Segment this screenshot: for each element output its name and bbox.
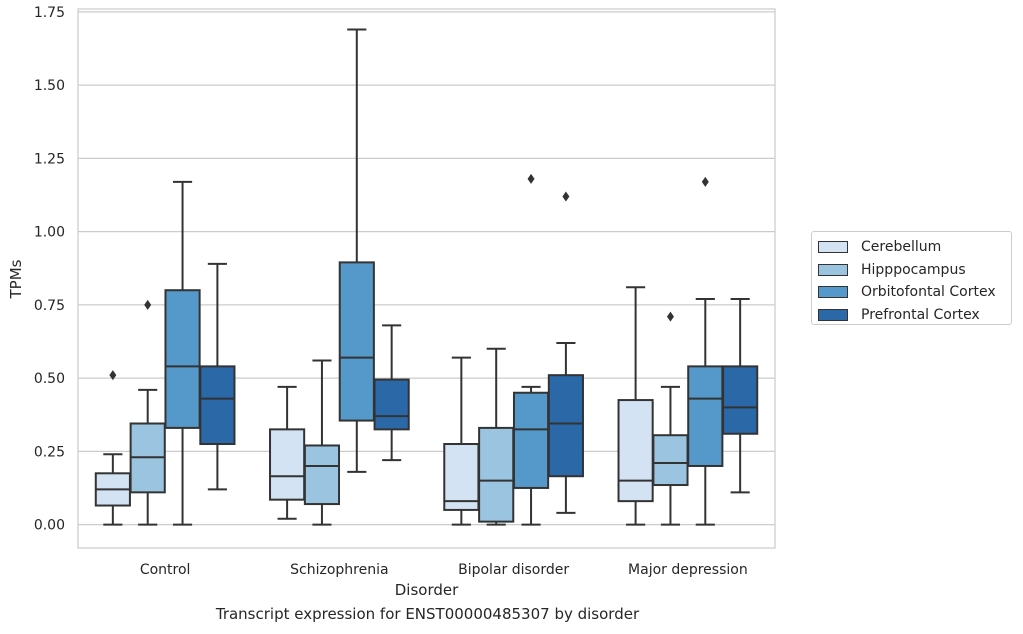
plot-frame	[77, 8, 776, 549]
chart-caption: Transcript expression for ENST0000048530…	[215, 605, 640, 623]
box-major-depression-prefrontal-cortex	[722, 298, 759, 494]
box-iqr	[652, 434, 689, 487]
box-schizophrenia-hipppocampus	[303, 359, 341, 526]
legend-swatch-orbitofrontal-cortex	[818, 286, 848, 299]
outlier-point	[527, 173, 535, 184]
box-control-orbitofontal-cortex	[164, 180, 201, 526]
y-tick-labels: 0.00 0.25 0.50 0.75 1.00 1.25 1.50 1.75	[34, 5, 65, 534]
box-iqr	[443, 443, 480, 511]
outlier-point	[666, 311, 674, 322]
x-tick-label: Bipolar disorder	[458, 562, 569, 578]
y-tick-label: 0.75	[34, 298, 65, 314]
x-axis-label: Disorder	[395, 581, 459, 599]
box-bipolar-disorder-hipppocampus	[478, 347, 515, 526]
y-tick-label: 1.75	[34, 5, 65, 21]
legend-item-prefrontal-cortex: Prefrontal Cortex	[818, 304, 1011, 327]
box-iqr	[512, 391, 550, 489]
y-tick-label: 0.00	[34, 518, 65, 534]
box-control-cerebellum	[94, 370, 131, 526]
box-control-prefrontal-cortex	[199, 262, 236, 491]
box-iqr	[617, 399, 654, 503]
box-schizophrenia-prefrontal-cortex	[373, 324, 410, 462]
box-schizophrenia-cerebellum	[269, 385, 306, 520]
box-major-depression-orbitofontal-cortex	[687, 176, 724, 526]
box-control-hipppocampus	[129, 299, 166, 526]
x-tick-label: Control	[140, 562, 191, 578]
outlier-point	[109, 370, 117, 381]
y-tick-label: 1.25	[34, 151, 65, 167]
box-iqr	[338, 261, 375, 422]
box-iqr	[722, 365, 759, 435]
legend-label-orbitofrontal-cortex: Orbitofontal Cortex	[861, 284, 996, 301]
box-iqr	[164, 289, 201, 429]
box-iqr	[373, 378, 410, 431]
box-bipolar-disorder-prefrontal-cortex	[547, 191, 584, 514]
outlier-point	[562, 191, 570, 202]
legend-item-hippocampus: Hipppocampus	[818, 259, 1011, 282]
legend-item-cerebellum: Cerebellum	[818, 236, 1011, 259]
outlier-point	[144, 299, 152, 310]
legend: Cerebellum Hipppocampus Orbitofontal Cor…	[811, 231, 1012, 325]
box-iqr	[269, 428, 306, 501]
legend-label-cerebellum: Cerebellum	[861, 239, 942, 256]
y-tick-label: 1.00	[34, 225, 65, 241]
x-tick-labels: Control Schizophrenia Bipolar disorder Majo…	[140, 562, 748, 578]
box-groups	[94, 28, 759, 526]
legend-swatch-hippocampus	[818, 263, 848, 276]
box-iqr	[303, 444, 341, 506]
box-bipolar-disorder-cerebellum	[443, 356, 480, 526]
x-tick-label: Schizophrenia	[290, 562, 388, 578]
legend-swatch-prefrontal-cortex	[818, 308, 848, 321]
box-iqr	[547, 374, 584, 478]
y-tick-label: 0.25	[34, 444, 65, 460]
y-tick-label: 0.50	[34, 371, 65, 387]
box-bipolar-disorder-orbitofontal-cortex	[512, 173, 550, 526]
box-major-depression-hipppocampus	[652, 311, 689, 526]
box-iqr	[199, 365, 236, 446]
legend-item-orbitofrontal-cortex: Orbitofontal Cortex	[818, 281, 1011, 304]
y-axis-label: TPMs	[7, 259, 25, 299]
y-tick-label: 1.50	[34, 78, 65, 94]
box-iqr	[478, 426, 515, 523]
box-iqr	[687, 365, 724, 467]
box-major-depression-cerebellum	[617, 286, 654, 526]
outlier-point	[701, 176, 709, 187]
legend-label-hippocampus: Hipppocampus	[861, 261, 966, 278]
x-tick-label: Major depression	[628, 562, 748, 578]
legend-label-prefrontal-cortex: Prefrontal Cortex	[861, 306, 980, 323]
box-schizophrenia-orbitofontal-cortex	[338, 28, 375, 473]
legend-swatch-cerebellum	[818, 241, 848, 254]
